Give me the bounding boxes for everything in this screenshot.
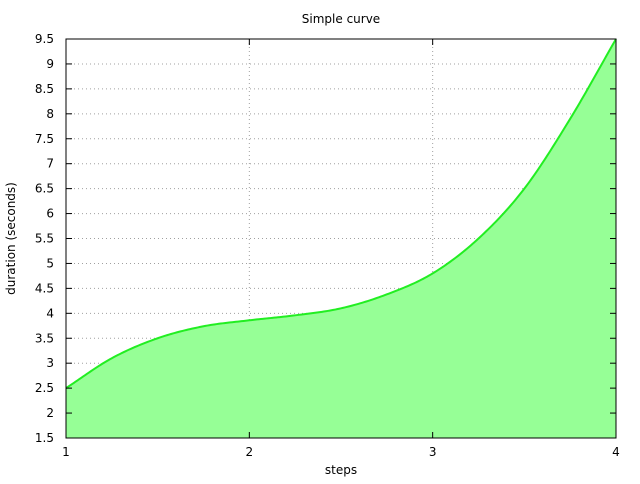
x-axis-label: steps	[325, 463, 357, 477]
y-tick-label: 5.5	[35, 232, 54, 246]
x-tick-label: 1	[62, 445, 70, 459]
x-tick-label: 3	[429, 445, 437, 459]
y-tick-label: 7.5	[35, 132, 54, 146]
y-tick-label: 9	[46, 57, 54, 71]
y-tick-label: 5	[46, 256, 54, 270]
y-tick-label: 6.5	[35, 182, 54, 196]
ticks: 1.5 2 2.5 3 3.5 4 4.5 5 5.5 6 6.5 7 7.5 8 8.5 9 9.5 1 2 3 4	[35, 32, 620, 459]
y-tick-label: 8.5	[35, 82, 54, 96]
y-tick-label: 7	[46, 157, 54, 171]
y-tick-label: 4	[46, 306, 54, 320]
series-area	[66, 39, 616, 438]
y-tick-label: 6	[46, 207, 54, 221]
series-line	[65, 38, 617, 389]
y-tick-label: 3	[46, 356, 54, 370]
y-tick-label: 2	[46, 406, 54, 420]
y-tick-label: 2.5	[35, 381, 54, 395]
y-tick-label: 1.5	[35, 431, 54, 445]
x-tick-label: 2	[246, 445, 254, 459]
y-tick-label: 3.5	[35, 331, 54, 345]
chart-title: Simple curve	[302, 12, 380, 26]
y-tick-label: 8	[46, 107, 54, 121]
y-axis-label: duration (seconds)	[4, 182, 18, 295]
x-tick-label: 4	[612, 445, 620, 459]
y-tick-label: 9.5	[35, 32, 54, 46]
y-tick-label: 4.5	[35, 281, 54, 295]
